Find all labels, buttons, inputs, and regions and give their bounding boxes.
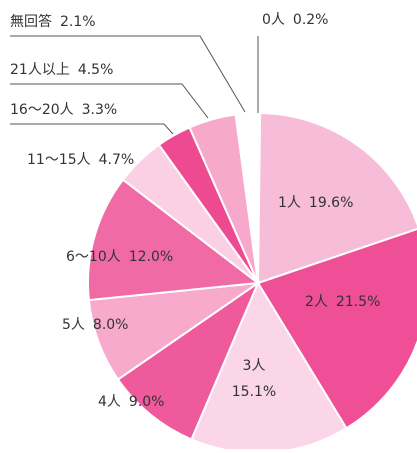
slice-category: 5人 xyxy=(62,317,85,333)
slice-value: 2.1% xyxy=(60,14,96,30)
slice-category: 16〜20人 xyxy=(10,102,74,118)
slice-category: 無回答 xyxy=(10,13,52,30)
slice-label: 無回答 2.1% xyxy=(10,13,96,30)
pie-slice xyxy=(116,280,261,441)
slice-category: 1人 xyxy=(278,195,301,211)
slice-label: 5人 8.0% xyxy=(62,317,129,333)
slice-value: 3.3% xyxy=(82,102,118,118)
slice-value: 21.5% xyxy=(336,294,380,310)
slice-category: 11〜15人 xyxy=(27,152,91,168)
slice-value: 15.1% xyxy=(232,384,276,400)
slice-value: 4.5% xyxy=(78,62,114,78)
slice-label: 11〜15人 4.7% xyxy=(27,152,134,168)
pie-slice xyxy=(256,111,417,285)
leader-line xyxy=(10,83,209,119)
slice-category: 0人 xyxy=(262,12,285,28)
pie-slice xyxy=(87,178,261,302)
leader-line xyxy=(10,35,246,113)
slice-value: 19.6% xyxy=(309,195,353,211)
slice-category: 2人 xyxy=(305,294,328,310)
slice-label: 1人 19.6% xyxy=(278,195,353,211)
leader-line xyxy=(10,123,174,135)
slice-label: 0人 0.2% xyxy=(262,12,329,28)
pie-slice xyxy=(256,228,417,430)
slice-category: 6〜10人 xyxy=(66,249,121,265)
slice-label: 21人以上 4.5% xyxy=(10,62,113,78)
slice-label: 2人 21.5% xyxy=(305,294,380,310)
slice-label: 16〜20人 3.3% xyxy=(10,102,117,118)
slice-value: 9.0% xyxy=(129,394,165,410)
slice-value: 0.2% xyxy=(293,12,329,28)
slice-category: 21人以上 xyxy=(10,62,70,78)
slice-value: 12.0% xyxy=(129,249,173,265)
leader-lines xyxy=(10,35,259,135)
slice-label: 3人 xyxy=(243,358,266,374)
slice-label: 4人 9.0% xyxy=(98,394,165,410)
pie xyxy=(87,111,417,453)
slice-label: 6〜10人 12.0% xyxy=(66,249,173,265)
slice-value: 4.7% xyxy=(99,152,135,168)
slice-category: 4人 xyxy=(98,394,121,410)
slice-value: 8.0% xyxy=(93,317,129,333)
